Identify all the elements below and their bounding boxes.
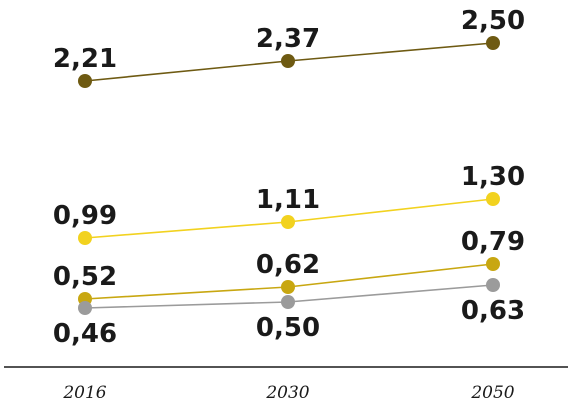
data-label-1-0: 0,99 (53, 201, 117, 231)
data-labels-layer: 2,21 2,37 2,50 0,99 1,11 1,30 0,52 0,62 0,79 0,46… (53, 6, 525, 349)
data-point-1-2 (486, 192, 500, 206)
data-label-1-2: 1,30 (461, 162, 525, 192)
series-layer (78, 36, 500, 315)
data-label-3-2: 0,63 (461, 296, 525, 326)
data-label-2-1: 0,62 (256, 250, 320, 280)
x-tick-label-2: 2050 (470, 383, 514, 403)
data-label-0-2: 2,50 (461, 6, 525, 36)
x-axis-ticks: 2016 2030 2050 (62, 383, 514, 403)
data-label-1-1: 1,11 (256, 185, 320, 215)
data-point-2-1 (281, 280, 295, 294)
data-point-0-0 (78, 74, 92, 88)
data-label-0-0: 2,21 (53, 44, 117, 74)
series-2 (78, 257, 500, 306)
data-label-3-0: 0,46 (53, 319, 117, 349)
series-1 (78, 192, 500, 245)
data-point-1-1 (281, 215, 295, 229)
series-0 (78, 36, 500, 88)
data-point-2-2 (486, 257, 500, 271)
data-label-3-1: 0,50 (256, 313, 320, 343)
data-point-3-0 (78, 301, 92, 315)
data-label-2-2: 0,79 (461, 227, 525, 257)
data-point-0-2 (486, 36, 500, 50)
data-point-0-1 (281, 54, 295, 68)
data-point-3-1 (281, 295, 295, 309)
data-label-2-0: 0,52 (53, 262, 117, 292)
series-3 (78, 278, 500, 315)
data-point-1-0 (78, 231, 92, 245)
data-point-3-2 (486, 278, 500, 292)
data-label-0-1: 2,37 (256, 24, 320, 54)
x-tick-label-0: 2016 (62, 383, 106, 403)
x-tick-label-1: 2030 (265, 383, 309, 403)
